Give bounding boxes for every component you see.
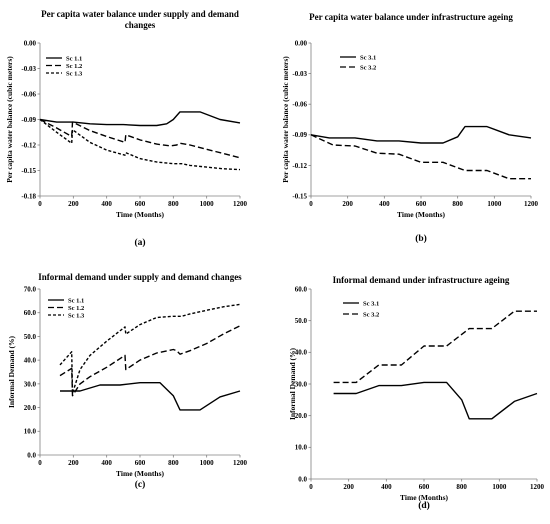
- chart-panel-c: Informal demand under supply and demand …: [7, 272, 248, 490]
- x-tick-label: 400: [101, 200, 112, 208]
- x-axis-label: Time (Months): [116, 469, 164, 478]
- chart-title: changes: [125, 20, 156, 30]
- y-tick-label: 60.0: [295, 285, 308, 293]
- x-tick-label: 1000: [492, 483, 507, 491]
- y-tick-label: 10.0: [295, 444, 308, 452]
- series-line-sc-1-1: [60, 382, 241, 411]
- panel-label: (a): [134, 237, 145, 248]
- legend-label: Sc 1.1: [68, 297, 84, 304]
- series-line-sc-1-2: [59, 325, 241, 397]
- x-axis-label: Time (Months): [397, 210, 445, 219]
- x-tick-label: 1200: [524, 200, 539, 208]
- x-tick-label: 800: [452, 200, 463, 208]
- x-tick-label: 400: [381, 483, 392, 491]
- y-tick-label: 10.0: [24, 428, 37, 436]
- legend-label: Sc 3.1: [363, 300, 379, 307]
- x-tick-label: 0: [309, 483, 313, 491]
- chart-title: Informal demand under infrastructure age…: [333, 275, 510, 285]
- x-tick-label: 0: [38, 200, 42, 208]
- y-tick-label: 0.00: [24, 39, 37, 47]
- chart-panel-a: Per capita water balance under supply an…: [5, 9, 248, 248]
- series-line-sc-3-2: [333, 310, 537, 384]
- y-tick-label: -0.15: [292, 192, 307, 200]
- panel-label: (d): [418, 500, 430, 511]
- series-line-sc-1-3: [59, 303, 241, 394]
- x-tick-label: 200: [68, 459, 79, 467]
- x-tick-label: 600: [135, 200, 146, 208]
- series-line-sc-1-3: [39, 118, 241, 171]
- y-tick-label: 30.0: [24, 380, 37, 388]
- x-axis-label: Time (Months): [400, 493, 448, 502]
- y-tick-label: 20.0: [295, 412, 308, 420]
- legend-label: Sc 1.2: [68, 305, 84, 312]
- y-tick-label: -0.03: [21, 65, 36, 73]
- y-tick-label: 50.0: [24, 333, 37, 341]
- x-tick-label: 0: [38, 459, 42, 467]
- x-tick-label: 400: [379, 200, 390, 208]
- series-line-sc-3-1: [333, 381, 538, 420]
- x-tick-label: 1200: [233, 459, 248, 467]
- y-tick-label: -0.12: [292, 162, 307, 170]
- y-tick-label: 0.0: [27, 451, 36, 459]
- y-tick-label: -0.09: [292, 131, 307, 139]
- series-line-sc-1-1: [39, 111, 241, 127]
- x-tick-label: 800: [168, 200, 179, 208]
- series-line-sc-3-1: [310, 125, 532, 144]
- y-axis-label: Per capita water balance (cubic meters): [281, 56, 290, 183]
- y-axis-label: Per capita water balance (cubic meters): [5, 56, 14, 183]
- x-tick-label: 1000: [200, 459, 215, 467]
- y-tick-label: -0.06: [292, 101, 307, 109]
- chart-panel-b: Per capita water balance under infrastru…: [281, 12, 539, 244]
- series-line-sc-3-2: [310, 134, 531, 180]
- y-tick-label: 60.0: [24, 309, 37, 317]
- y-axis-label: Informal Demand (%): [288, 347, 297, 420]
- y-tick-label: -0.12: [21, 141, 36, 149]
- legend-label: Sc 1.3: [68, 312, 85, 319]
- y-tick-label: 20.0: [24, 404, 37, 412]
- x-tick-label: 1200: [233, 200, 248, 208]
- x-axis-label: Time (Months): [116, 210, 164, 219]
- x-tick-label: 200: [68, 200, 79, 208]
- y-tick-label: 40.0: [24, 357, 37, 365]
- chart-title: Per capita water balance under supply an…: [41, 9, 239, 19]
- series-line-sc-1-2: [39, 118, 241, 159]
- y-tick-label: -0.09: [21, 116, 36, 124]
- x-tick-label: 1000: [200, 200, 215, 208]
- x-tick-label: 400: [101, 459, 112, 467]
- y-tick-label: -0.06: [21, 90, 36, 98]
- chart-title: Informal demand under supply and demand …: [38, 272, 242, 282]
- panel-label: (c): [135, 479, 146, 490]
- chart-title: Per capita water balance under infrastru…: [309, 12, 513, 22]
- legend-label: Sc 1.2: [66, 63, 82, 70]
- y-tick-label: -0.03: [292, 70, 307, 78]
- y-tick-label: 0.00: [295, 39, 308, 47]
- y-tick-label: 70.0: [24, 285, 37, 293]
- y-tick-label: -0.18: [21, 192, 36, 200]
- legend-label: Sc 3.2: [363, 311, 379, 318]
- x-tick-label: 200: [342, 200, 353, 208]
- x-tick-label: 800: [456, 483, 467, 491]
- legend-label: Sc 3.2: [360, 64, 376, 71]
- y-tick-label: 50.0: [295, 317, 308, 325]
- x-tick-label: 1200: [530, 483, 545, 491]
- x-tick-label: 600: [416, 200, 427, 208]
- y-tick-label: 30.0: [295, 380, 308, 388]
- x-tick-label: 200: [343, 483, 354, 491]
- panel-label: (b): [415, 233, 427, 244]
- x-tick-label: 0: [309, 200, 313, 208]
- x-tick-label: 800: [168, 459, 179, 467]
- y-tick-label: 40.0: [295, 349, 308, 357]
- x-tick-label: 600: [135, 459, 146, 467]
- legend-label: Sc 1.3: [66, 70, 83, 77]
- y-tick-label: 0.0: [298, 475, 307, 483]
- x-tick-label: 600: [419, 483, 430, 491]
- legend-label: Sc 1.1: [66, 55, 82, 62]
- legend-label: Sc 3.1: [360, 54, 376, 61]
- x-tick-label: 1000: [487, 200, 502, 208]
- chart-panel-d: Informal demand under infrastructure age…: [288, 275, 545, 511]
- y-tick-label: -0.15: [21, 167, 36, 175]
- y-axis-label: Informal Demand (%): [7, 335, 16, 408]
